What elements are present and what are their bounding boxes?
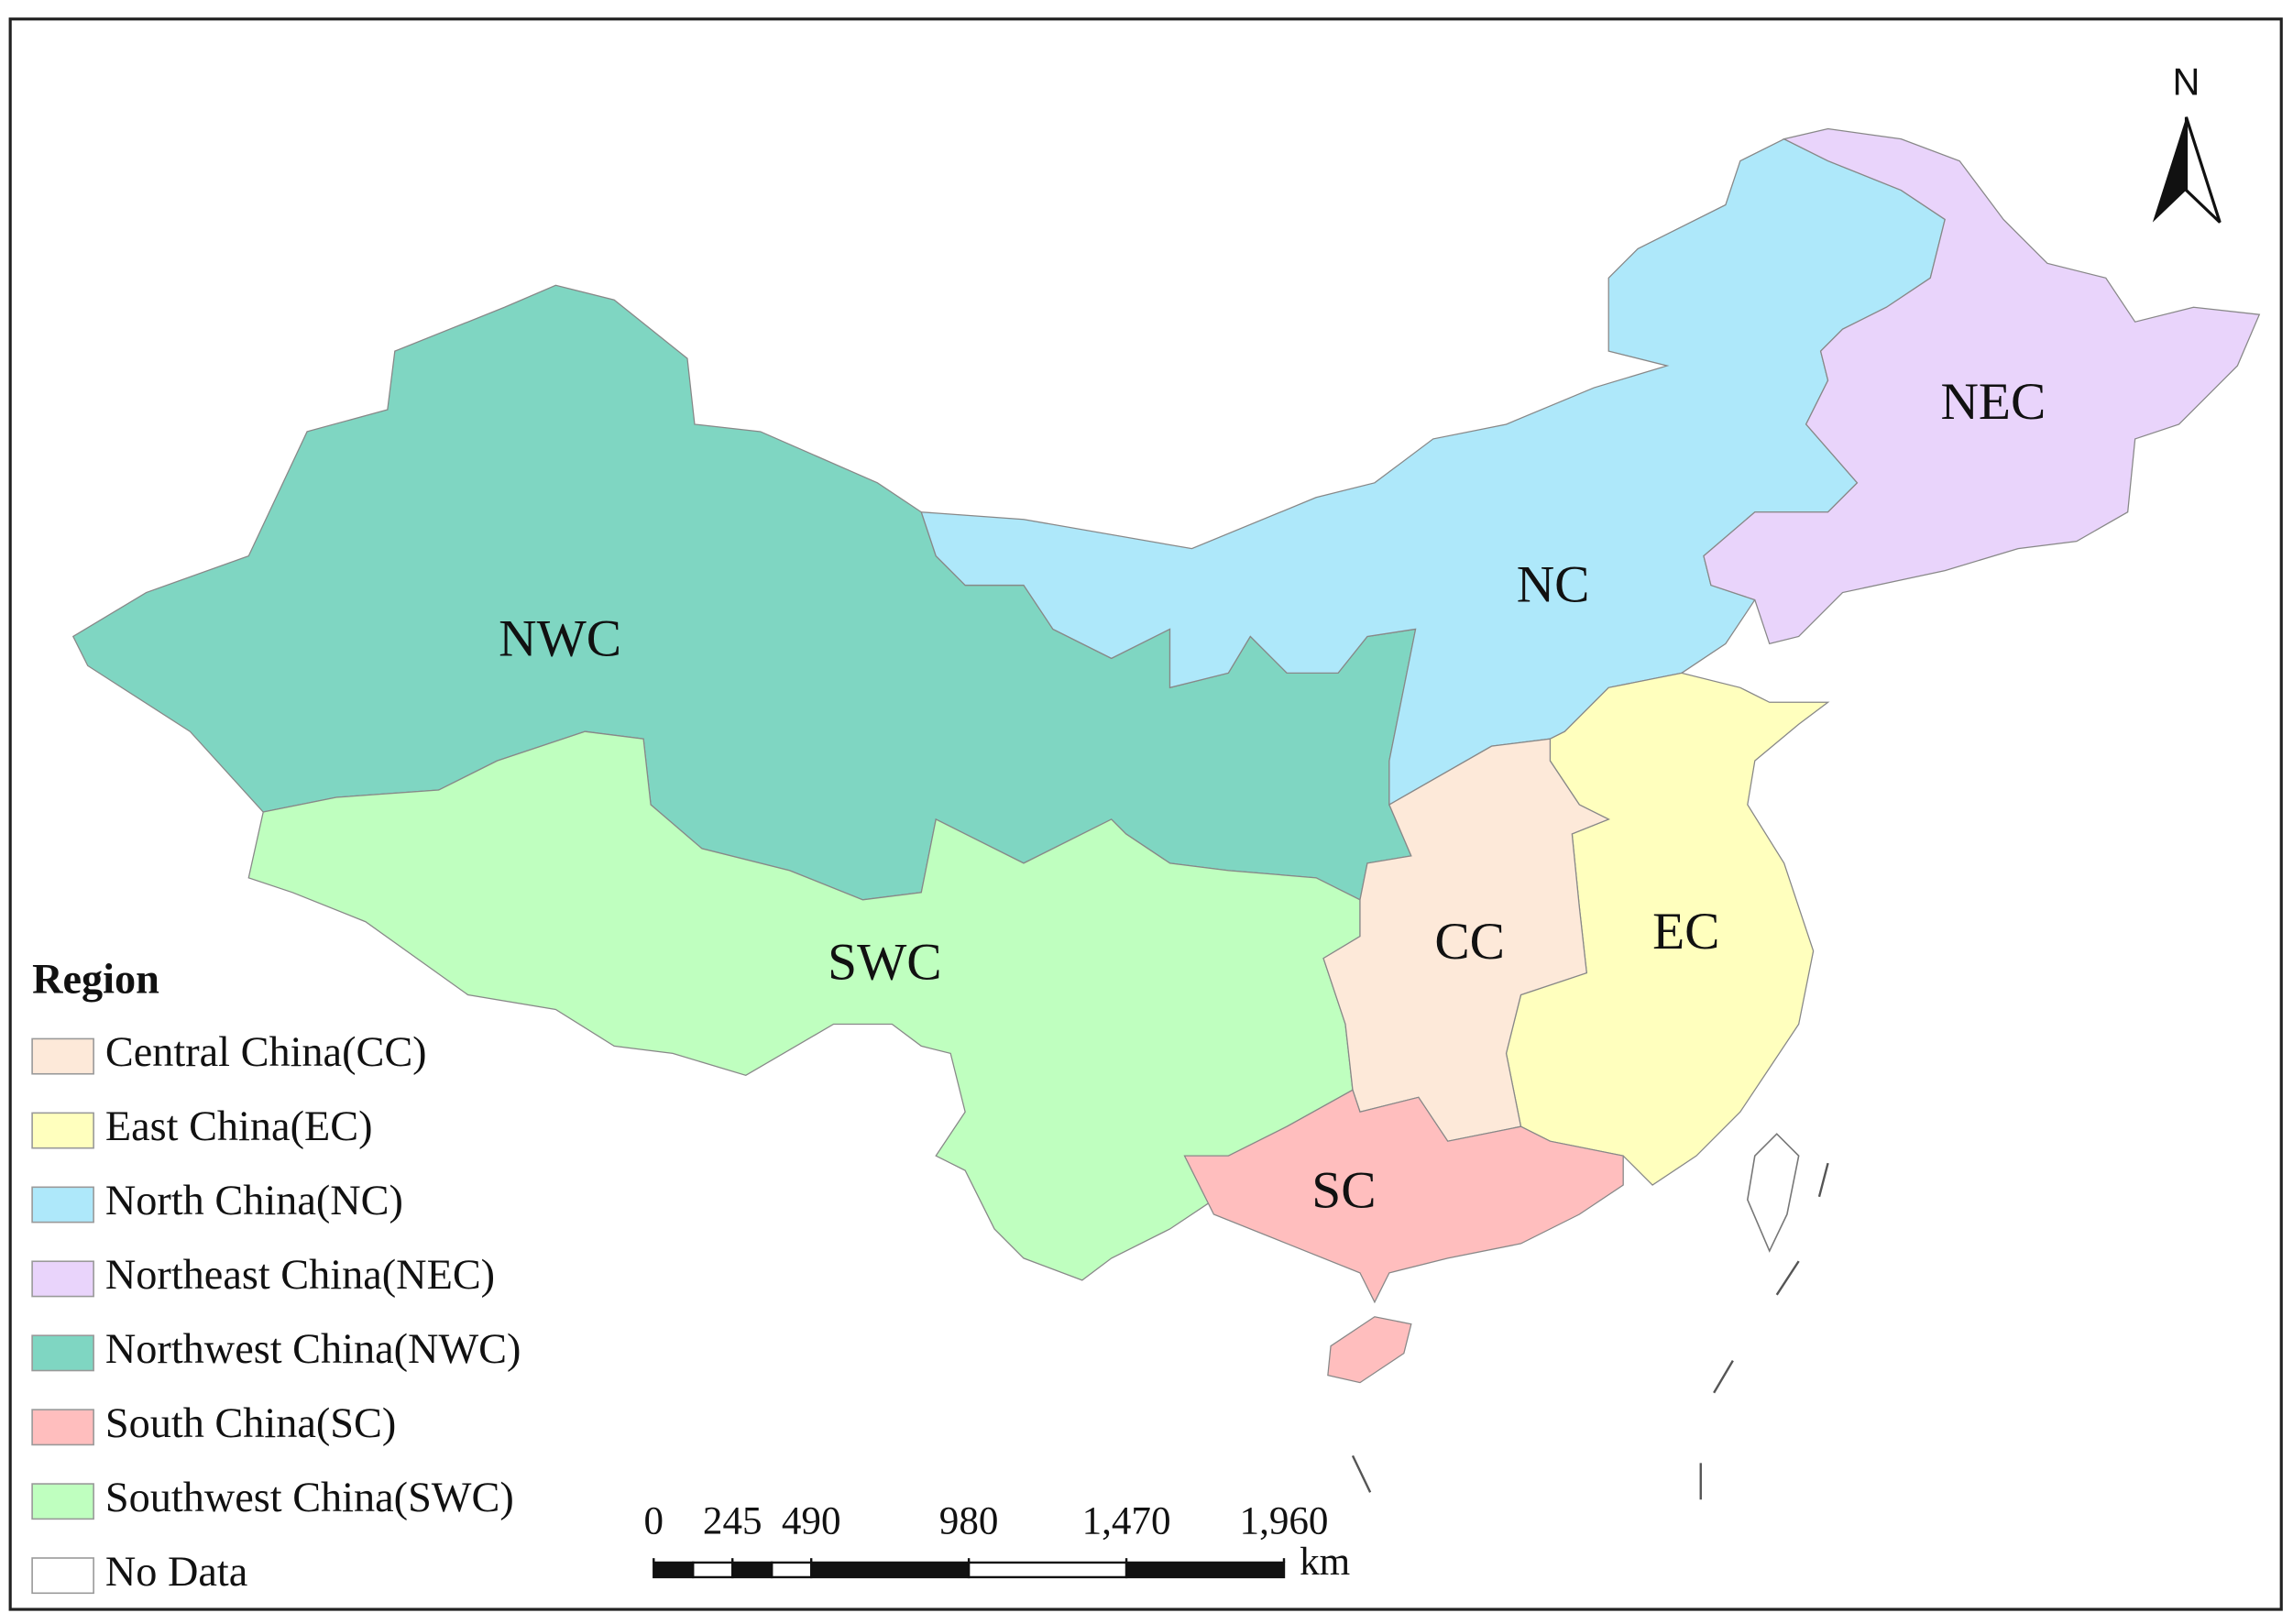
regions: NWC SWC NC NEC EC CC SC [71,127,2261,1384]
legend-swatch [31,1260,94,1298]
no-data-island [1746,1133,1800,1253]
legend-label: North China(NC) [105,1178,403,1224]
legend-swatch [31,1037,94,1075]
legend-swatch [31,1483,94,1520]
region-label: SC [1311,1161,1376,1219]
north-label: N [2173,60,2200,104]
legend-label: Northeast China(NEC) [105,1252,495,1299]
scale-tick-label: 490 [782,1499,841,1542]
scale-tick-label: 1,470 [1082,1499,1171,1542]
scale-unit: km [1300,1541,1350,1584]
scale-segment [967,1561,1128,1579]
scale-segment [771,1561,813,1579]
region-label: EC [1652,903,1719,960]
scale-tick-label: 245 [703,1499,763,1542]
scale-segment [731,1561,773,1579]
scale-tick-label: 0 [643,1499,664,1542]
boundary-dashes [1351,1162,1829,1500]
region [1183,1089,1624,1304]
scale-tick-label: 980 [939,1499,999,1542]
legend-label: Southwest China(SWC) [105,1475,514,1521]
region [1703,127,2261,645]
legend-swatch [31,1557,94,1595]
legend-title: Region [32,956,159,1003]
region-label: NC [1517,556,1590,614]
region-label: SWC [828,933,941,991]
scale-segment [1125,1561,1286,1579]
region-label: CC [1434,913,1505,971]
scale-tick-label: 1,960 [1240,1499,1329,1542]
scale-segment [653,1561,695,1579]
legend-swatch [31,1334,94,1372]
legend-label: Central China(CC) [105,1029,427,1076]
region-label: NWC [499,610,621,668]
scale-segment [809,1561,971,1579]
region-label: NEC [1940,373,2046,431]
legend-swatch [31,1409,94,1446]
legend-label: Northwest China(NWC) [105,1326,521,1373]
legend-label: South China(SC) [105,1400,396,1447]
scale-segment [692,1561,734,1579]
legend: Region Central China(CC) East China(EC) Nor… [31,956,521,1596]
legend-swatch [31,1186,94,1223]
north-arrow-right [2184,116,2222,224]
legend-swatch [31,1112,94,1149]
legend-label: No Data [105,1549,247,1596]
legend-label: East China(EC) [105,1103,373,1150]
region [1327,1316,1412,1384]
